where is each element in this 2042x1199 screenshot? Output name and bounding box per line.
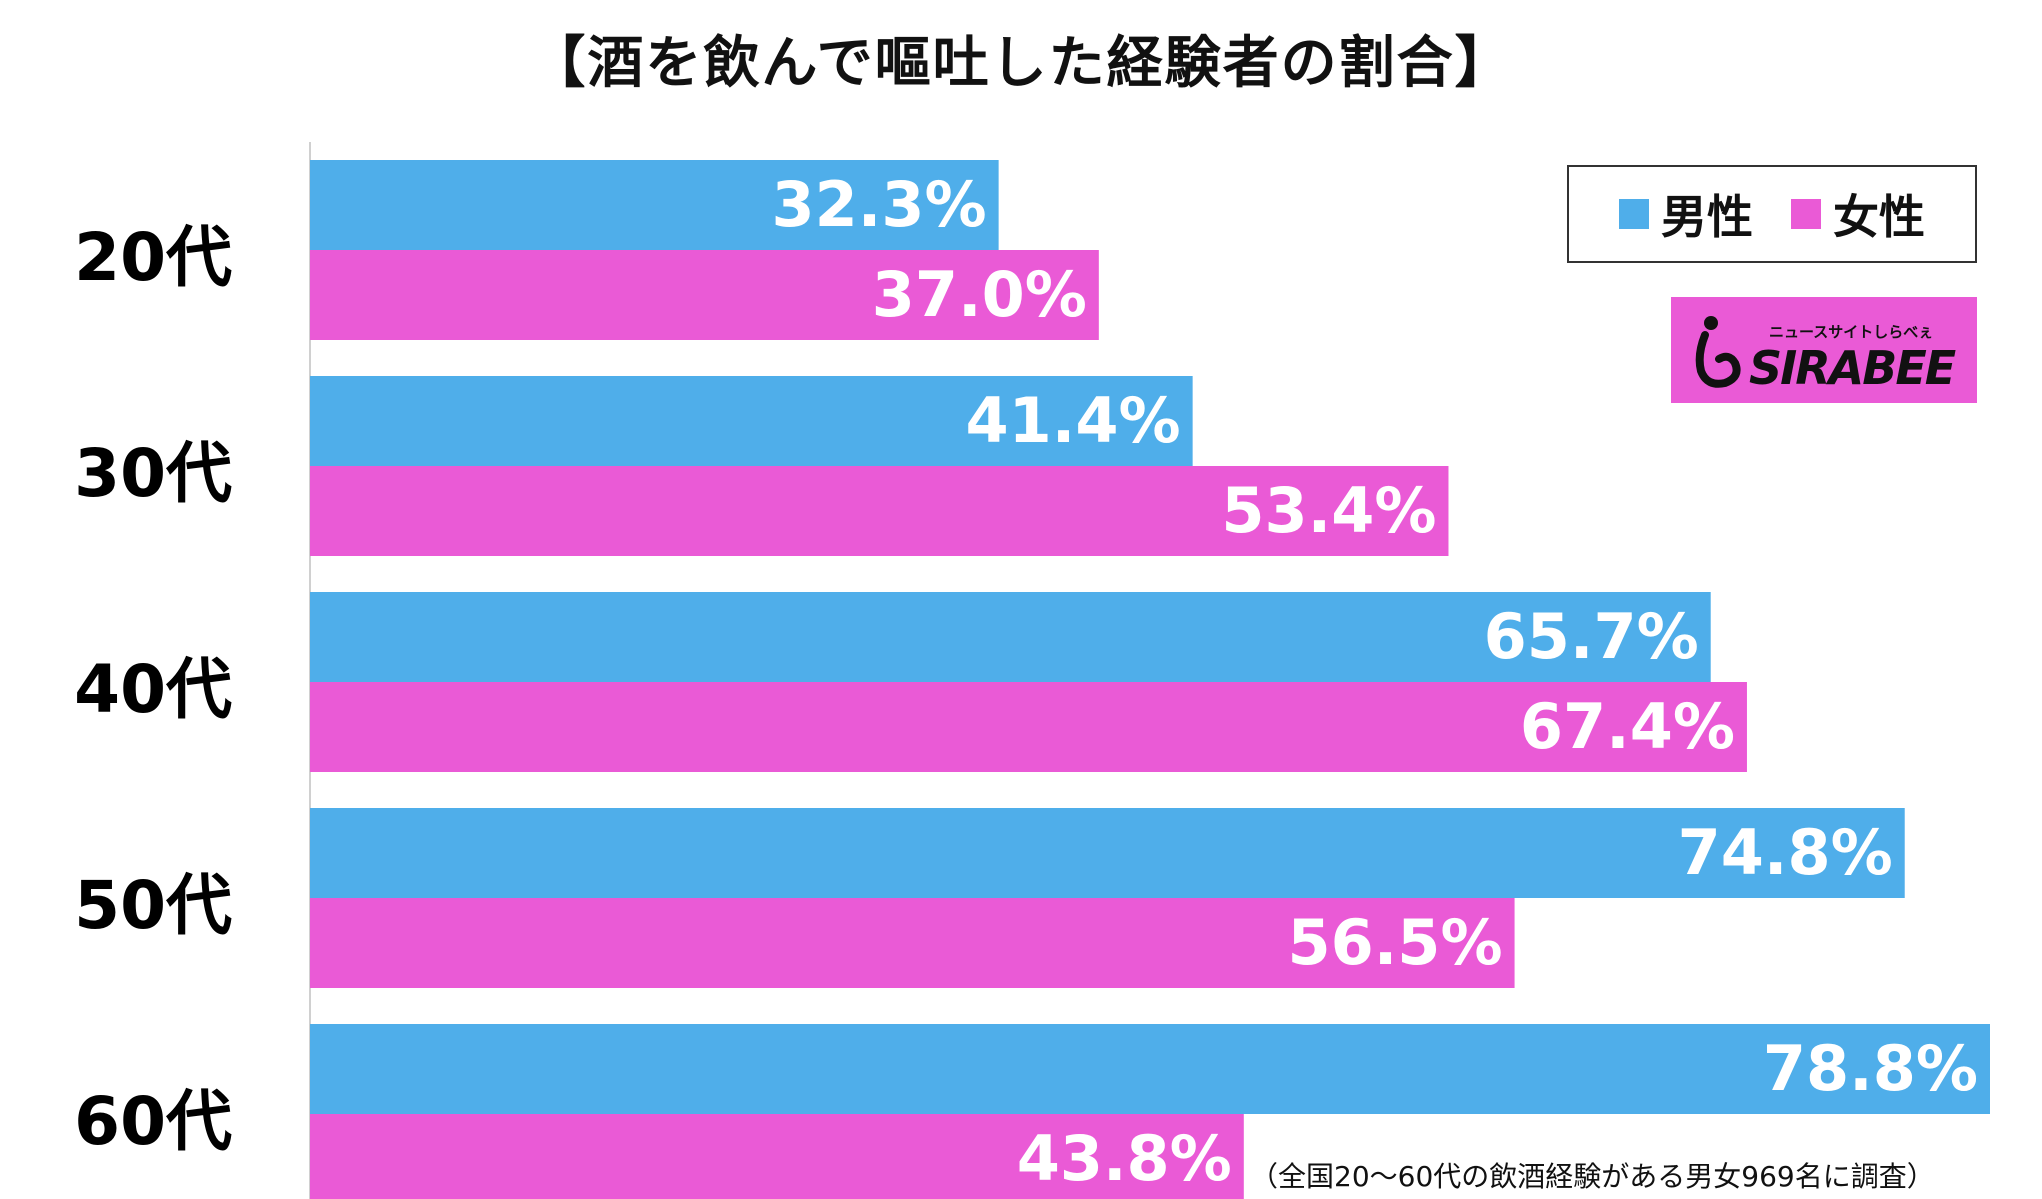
sirabee-logo: ニュースサイトしらべぇ SIRABEE: [1671, 297, 1977, 403]
category-label: 40代: [74, 651, 232, 728]
bar-female: [310, 1114, 1244, 1199]
logo-tagline: ニュースサイトしらべぇ: [1769, 323, 1934, 341]
legend-label-male: 男性: [1661, 190, 1753, 244]
legend: 男性 女性: [1567, 165, 1977, 263]
bar-male: [310, 376, 1193, 466]
bar-male: [310, 592, 1711, 682]
data-label: 43.8%: [1017, 1122, 1232, 1195]
data-label: 53.4%: [1221, 474, 1436, 547]
legend-item-female: 女性: [1791, 181, 1925, 247]
category-label: 30代: [74, 435, 232, 512]
bar-female: [310, 250, 1099, 340]
chart-title: 【酒を飲んで嘔吐した経験者の割合】: [529, 31, 1513, 96]
category-label: 60代: [74, 1083, 232, 1160]
bar-female: [310, 466, 1449, 556]
data-label: 32.3%: [772, 168, 987, 241]
logo-name: SIRABEE: [1749, 341, 1956, 395]
legend-label-female: 女性: [1833, 190, 1925, 244]
bar-female: [310, 898, 1515, 988]
data-label: 78.8%: [1763, 1032, 1978, 1105]
data-label: 37.0%: [872, 258, 1087, 331]
bar-male: [310, 808, 1905, 898]
legend-swatch-male: [1619, 199, 1649, 229]
bar-female: [310, 682, 1747, 772]
legend-swatch-female: [1791, 199, 1821, 229]
bar-male: [310, 1024, 1990, 1114]
legend-item-male: 男性: [1619, 181, 1753, 247]
bar-male: [310, 160, 999, 250]
data-label: 41.4%: [966, 384, 1181, 457]
data-label: 74.8%: [1678, 816, 1893, 889]
data-label: 56.5%: [1287, 906, 1502, 979]
i-mark-icon: [1695, 316, 1741, 388]
category-label: 50代: [74, 867, 232, 944]
data-label: 65.7%: [1484, 600, 1699, 673]
category-label: 20代: [74, 219, 232, 296]
survey-footnote: （全国20〜60代の飲酒経験がある男女969名に調査）: [1250, 1160, 1935, 1193]
data-label: 67.4%: [1520, 690, 1735, 763]
